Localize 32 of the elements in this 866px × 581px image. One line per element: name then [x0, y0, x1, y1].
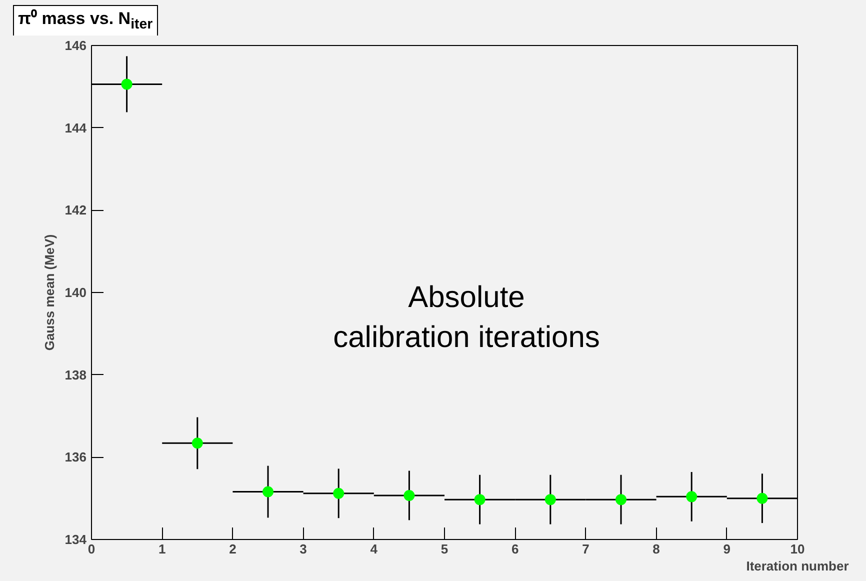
y-axis-title: Gauss mean (MeV) — [42, 234, 57, 351]
x-tick-label: 3 — [300, 542, 307, 556]
point — [474, 494, 486, 506]
point — [686, 491, 698, 502]
point — [544, 494, 556, 506]
point — [121, 78, 132, 90]
x-tick-label: 4 — [370, 542, 378, 556]
x-tick-label: 8 — [652, 542, 660, 556]
point — [192, 438, 203, 449]
x-tick-label: 7 — [582, 542, 590, 556]
annotation: Absolute calibration iterations — [333, 281, 600, 354]
point — [756, 492, 768, 504]
point — [333, 488, 344, 499]
y-tick-label: 144 — [64, 120, 88, 136]
point — [262, 486, 274, 498]
x-tick-label: 5 — [440, 542, 448, 556]
y-tick-label: 138 — [64, 367, 87, 382]
x-axis-title: Iteration number — [746, 558, 849, 574]
x-tick-label: 6 — [511, 542, 519, 556]
chart-title: π⁰ mass vs. N$_{iter}$ — [13, 5, 158, 37]
y-tick-label: 142 — [64, 202, 87, 218]
y-tick-label: 140 — [64, 285, 87, 300]
point — [616, 494, 626, 506]
y-tick-label: 146 — [64, 38, 87, 53]
x-tick-label: 2 — [229, 542, 236, 556]
y-tick-label: 136 — [64, 450, 87, 465]
x-tick-label: 1 — [158, 542, 166, 556]
point — [404, 490, 415, 501]
y-tick-label: 134 — [64, 532, 88, 547]
x-tick-label: 9 — [723, 542, 731, 556]
x-tick-label: 0 — [88, 542, 96, 556]
x-tick-label: 10 — [790, 542, 805, 556]
